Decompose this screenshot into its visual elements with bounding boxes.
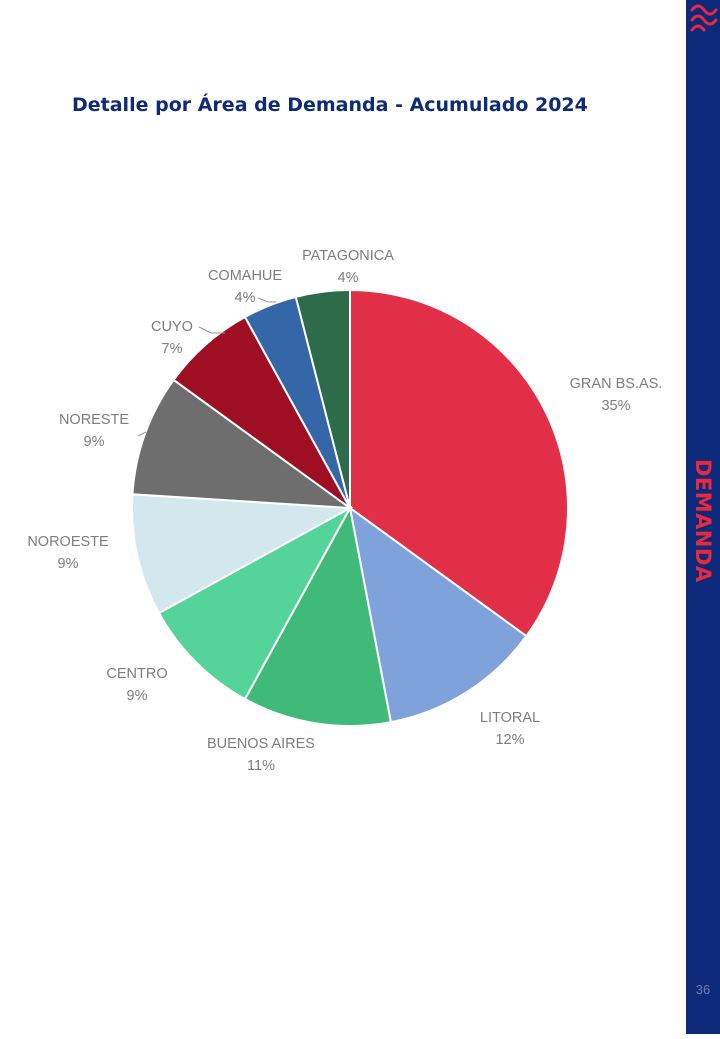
slice-label: GRAN BS.AS. bbox=[570, 376, 663, 392]
slice-label: COMAHUE bbox=[208, 268, 282, 284]
page-number: 36 bbox=[695, 982, 711, 997]
slice-label: PATAGONICA bbox=[302, 248, 394, 264]
slice-value-label: 12% bbox=[495, 732, 524, 748]
sidebar-band bbox=[686, 0, 720, 1034]
slice-value-label: 9% bbox=[58, 556, 79, 572]
slice-label: LITORAL bbox=[480, 710, 540, 726]
leader-line bbox=[137, 431, 147, 437]
pie-slice-buenos-aires bbox=[243, 505, 393, 727]
pie-slice-noroeste bbox=[131, 493, 354, 615]
pie-slice-litoral bbox=[348, 505, 528, 724]
leader-line bbox=[198, 326, 225, 334]
page-title: Detalle por Área de Demanda - Acumulado … bbox=[72, 94, 588, 116]
pie-slice-gran-bs-as bbox=[349, 288, 569, 638]
pie-slice-noreste bbox=[131, 378, 354, 510]
slice-label: NORESTE bbox=[59, 412, 129, 428]
slice-label: CUYO bbox=[151, 319, 193, 335]
slice-value-label: 35% bbox=[601, 398, 630, 414]
slice-value-label: 4% bbox=[338, 270, 359, 286]
slice-value-label: 4% bbox=[235, 290, 256, 306]
slice-label: CENTRO bbox=[106, 666, 167, 682]
slice-value-label: 7% bbox=[162, 341, 183, 357]
pie-slice-centro bbox=[157, 505, 353, 701]
pie-chart: GRAN BS.AS. 35% LITORAL 12% BUENOS AIRES 11% C… bbox=[27, 248, 663, 774]
leader-line bbox=[257, 297, 276, 303]
section-label: DEMANDA bbox=[691, 459, 715, 583]
slice-label: BUENOS AIRES bbox=[207, 736, 315, 752]
slice-value-label: 11% bbox=[247, 758, 275, 774]
slice-label: NOROESTE bbox=[27, 534, 109, 550]
slice-value-label: 9% bbox=[84, 434, 105, 450]
brand-logo-icon bbox=[690, 4, 718, 32]
pie-slice-patagonica bbox=[294, 288, 351, 509]
slice-value-label: 9% bbox=[127, 688, 148, 704]
